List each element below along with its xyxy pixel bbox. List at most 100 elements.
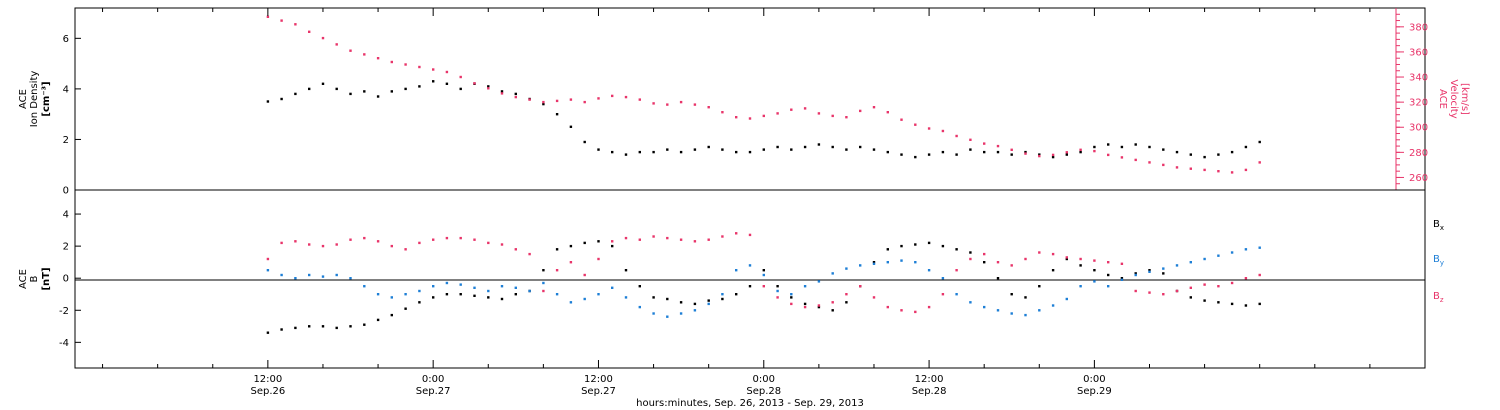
- bz-point: [459, 236, 462, 240]
- velocity-point: [955, 134, 958, 138]
- bx-point: [941, 244, 945, 248]
- bz-point: [1244, 277, 1248, 280]
- bx-point: [790, 296, 793, 299]
- bz-point: [983, 252, 986, 256]
- by-point: [473, 286, 476, 289]
- bx-point: [597, 240, 600, 243]
- bx-point: [321, 325, 325, 328]
- bz-point: [473, 238, 476, 241]
- density-point: [679, 150, 683, 154]
- density-point: [790, 148, 793, 151]
- bx-point: [542, 269, 545, 272]
- density-point: [652, 150, 655, 154]
- bx-point: [900, 244, 903, 248]
- bx-point: [1093, 269, 1096, 272]
- bz-point: [363, 236, 366, 240]
- density-label-line1: ACE: [18, 89, 29, 109]
- bx-point: [762, 269, 765, 272]
- velocity-point: [418, 65, 421, 69]
- bz-point: [900, 309, 903, 312]
- bottom-marks-by: [266, 246, 1261, 318]
- bx-point: [996, 277, 1000, 280]
- bz-point: [803, 305, 807, 309]
- by-point: [280, 273, 283, 277]
- density-label-line2: Ion Density: [29, 71, 40, 128]
- bx-point: [927, 241, 931, 245]
- density-point: [1148, 145, 1151, 149]
- by-point: [927, 269, 931, 272]
- velocity-point: [1093, 149, 1096, 153]
- velocity-point: [487, 87, 490, 90]
- bx-point: [1079, 264, 1082, 267]
- by-point: [996, 309, 1000, 312]
- velocity-point: [1024, 152, 1027, 155]
- velocity-point: [1107, 153, 1110, 157]
- bx-point: [1203, 299, 1206, 302]
- bz-point: [294, 240, 297, 243]
- density-point: [1175, 150, 1179, 154]
- bz-point: [349, 238, 352, 241]
- by-point: [1162, 267, 1165, 270]
- velocity-point: [762, 114, 765, 118]
- by-point: [735, 269, 738, 272]
- bz-point: [969, 257, 972, 261]
- density-point: [597, 148, 600, 151]
- velocity-point: [1120, 156, 1124, 159]
- velocity-point: [597, 97, 600, 100]
- density-point: [1189, 153, 1192, 156]
- velocity-label-line2: Velocity: [1448, 79, 1459, 118]
- by-point: [831, 272, 834, 275]
- legend-bz: Bz: [1433, 291, 1444, 304]
- by-point: [721, 293, 724, 296]
- by-point: [335, 273, 338, 277]
- by-point: [1244, 248, 1248, 251]
- bz-point: [308, 243, 311, 246]
- density-point: [831, 145, 834, 149]
- velocity-point: [404, 63, 407, 66]
- velocity-point: [707, 106, 710, 109]
- bx-point: [969, 251, 972, 254]
- density-point: [1120, 145, 1124, 149]
- bz-point: [280, 241, 283, 245]
- density-point: [748, 150, 752, 154]
- bx-point: [1051, 269, 1055, 272]
- by-point: [390, 296, 393, 299]
- by-point: [294, 277, 297, 280]
- velocity-point: [1010, 148, 1013, 151]
- velocity-point: [886, 111, 889, 114]
- by-point: [955, 293, 958, 296]
- by-point: [1134, 273, 1137, 277]
- bx-point: [487, 296, 490, 299]
- by-point: [611, 286, 614, 289]
- density-point: [693, 148, 697, 151]
- bz-point: [1120, 262, 1124, 265]
- density-point: [1217, 153, 1220, 156]
- top-panel: 0 2 4 6 260 280 300 320 340 360 380 ACE Ion Densi…: [18, 7, 1470, 197]
- velocity-point: [583, 100, 586, 104]
- bx-point: [1065, 257, 1068, 261]
- by-point: [790, 293, 793, 296]
- velocity-tick-label: 380: [1409, 22, 1428, 33]
- bz-point: [1217, 285, 1220, 288]
- bx-point: [376, 318, 380, 322]
- bottom-panel-frame: [74, 189, 1426, 369]
- bz-point: [335, 243, 338, 246]
- by-point: [418, 289, 421, 293]
- density-point: [803, 145, 807, 149]
- velocity-tick-label: 260: [1409, 173, 1428, 184]
- by-point: [1148, 270, 1151, 273]
- x-axis-label: hours:minutes, Sep. 26, 2013 - Sep. 29, …: [636, 398, 864, 409]
- by-point: [266, 269, 270, 272]
- by-point: [308, 273, 311, 277]
- bz-point: [1010, 264, 1013, 267]
- velocity-label-line1: ACE: [1437, 89, 1448, 109]
- bx-point: [335, 326, 338, 330]
- bz-point: [914, 310, 917, 314]
- bz-point: [1230, 281, 1234, 285]
- velocity-point: [335, 43, 338, 46]
- by-point: [666, 315, 669, 318]
- bx-point: [390, 313, 393, 317]
- bx-point: [280, 328, 283, 331]
- bz-point: [404, 248, 407, 251]
- bz-point: [1065, 256, 1068, 259]
